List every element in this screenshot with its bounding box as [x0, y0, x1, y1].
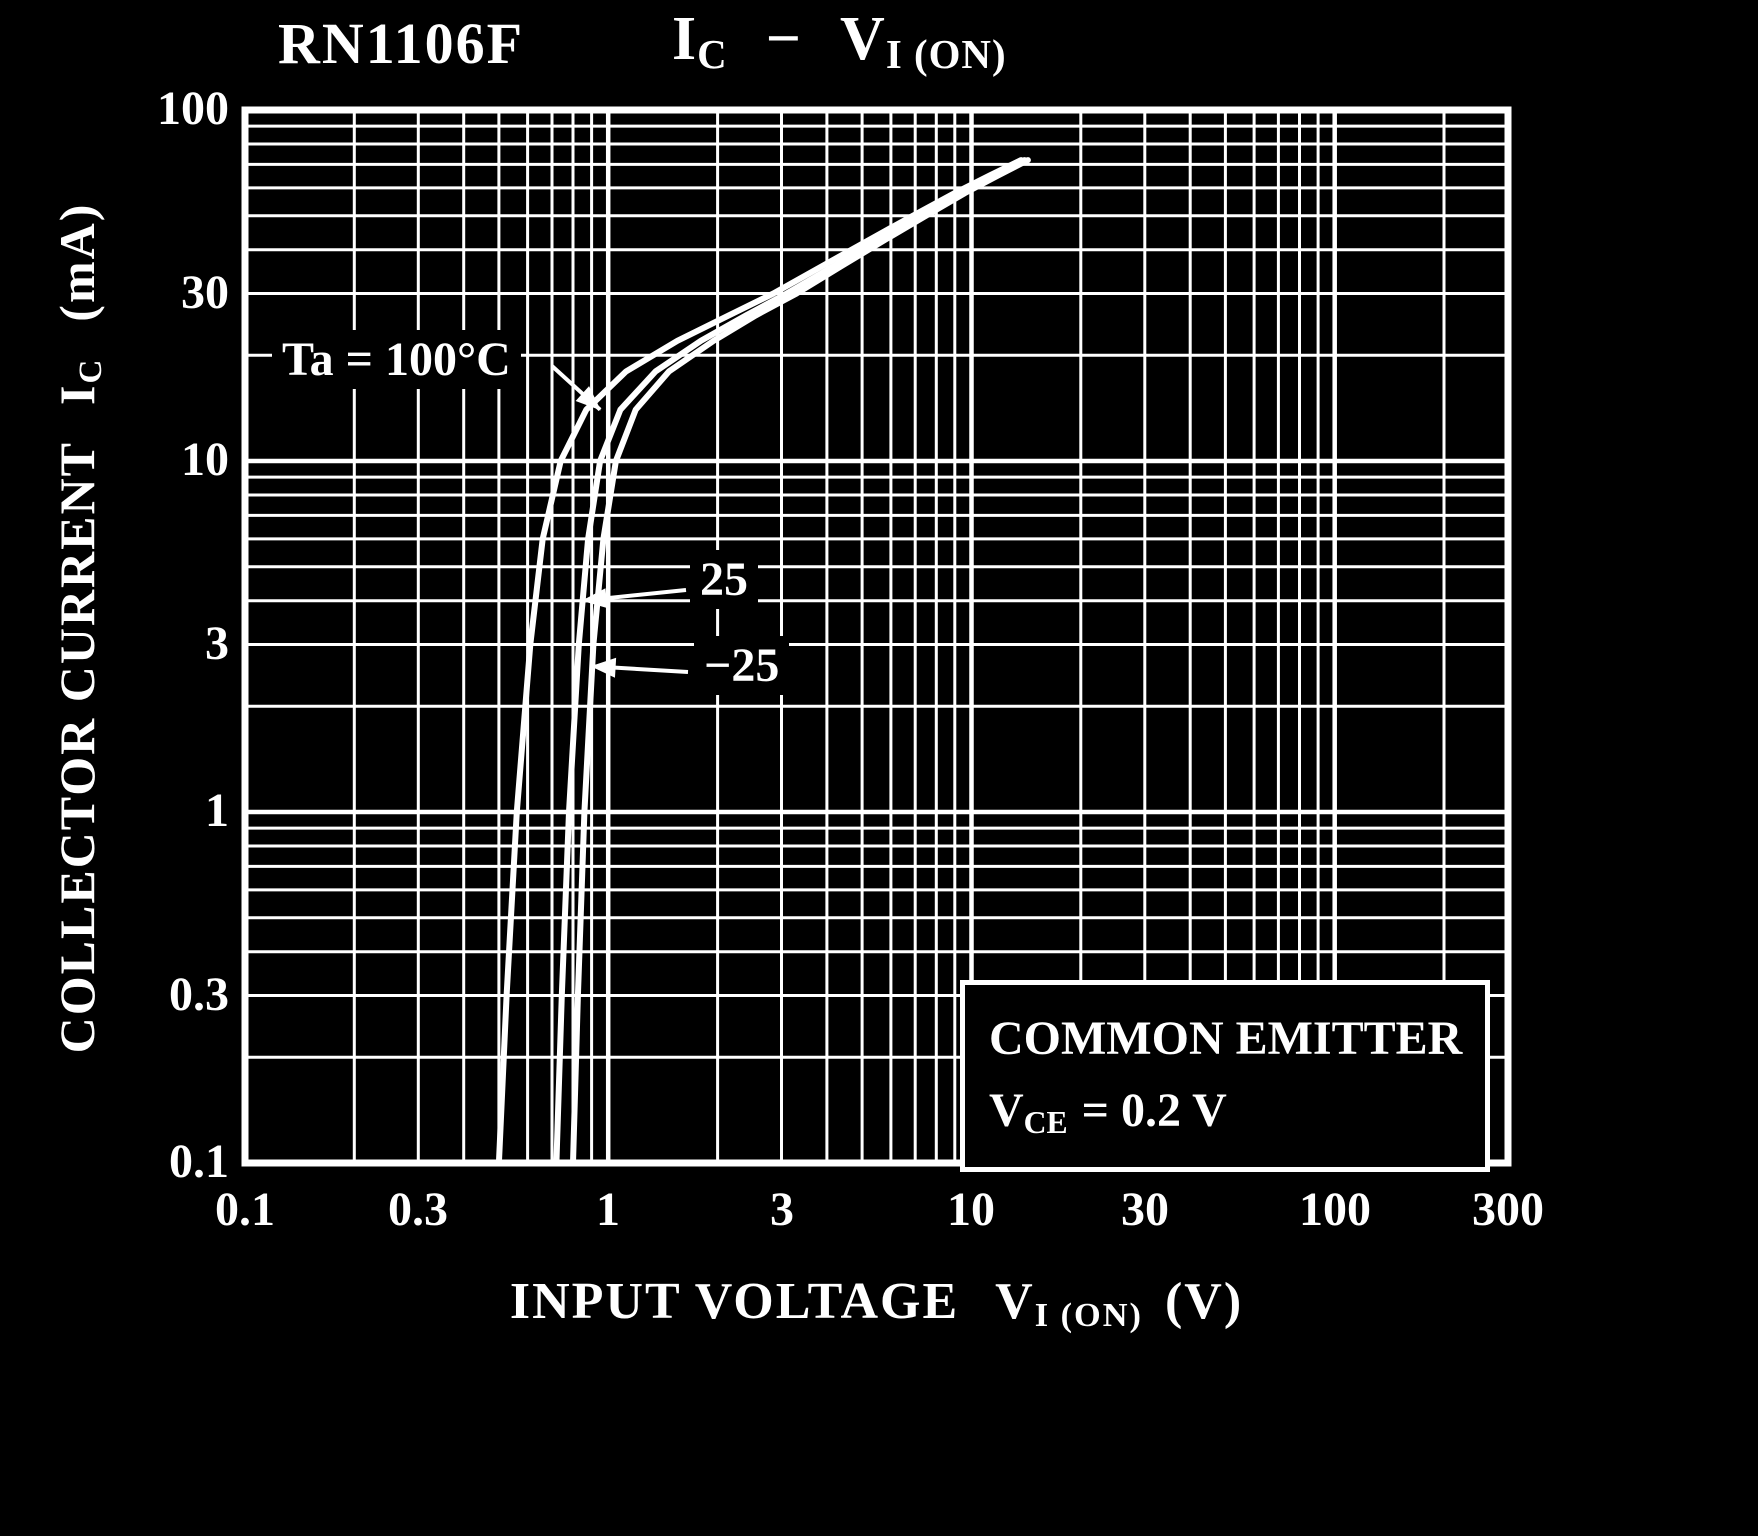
y-axis-symbol: IC	[49, 357, 110, 406]
y-tick-label: 3	[205, 617, 229, 670]
curve-label-25c: 25	[690, 550, 758, 609]
curve-label-ta-100c: Ta = 100°C	[272, 330, 521, 389]
x-tick-label: 100	[1299, 1183, 1371, 1236]
y-tick-label: 10	[181, 433, 229, 486]
x-axis-title-text: INPUT VOLTAGE	[509, 1273, 960, 1330]
y-tick-label: 0.3	[169, 968, 229, 1021]
x-tick-label: 0.3	[388, 1183, 448, 1236]
y-tick-label: 100	[157, 82, 229, 135]
y-tick-label: 30	[181, 266, 229, 319]
x-axis-title: INPUT VOLTAGE VI (ON) (V)	[245, 1272, 1508, 1334]
x-tick-label: 30	[1121, 1183, 1169, 1236]
y-tick-label: 1	[205, 784, 229, 837]
title-minus-sign: −	[765, 5, 803, 73]
title-vion-symbol: VI (ON)	[840, 5, 1007, 77]
condition-line2: VCE = 0.2 V	[989, 1084, 1227, 1140]
y-tick-label: 0.1	[169, 1135, 229, 1188]
title-ic-symbol: IC	[672, 5, 728, 77]
x-tick-label: 10	[947, 1183, 995, 1236]
x-tick-label: 300	[1472, 1183, 1544, 1236]
condition-box: COMMON EMITTER VCE = 0.2 V	[960, 980, 1490, 1172]
chart-title-expression: IC − VI (ON)	[672, 4, 1007, 75]
x-axis-symbol: VI (ON)	[995, 1273, 1143, 1334]
x-tick-label: 0.1	[215, 1183, 275, 1236]
x-tick-label: 1	[596, 1183, 620, 1236]
chart-title-device: RN1106F	[278, 11, 524, 76]
y-axis-title-text: COLLECTOR CURRENT	[49, 441, 105, 1054]
x-axis-unit: (V)	[1164, 1273, 1244, 1330]
curve-label-minus-25c: −25	[694, 636, 790, 695]
condition-line1: COMMON EMITTER	[989, 1012, 1463, 1065]
x-tick-label: 3	[770, 1183, 794, 1236]
